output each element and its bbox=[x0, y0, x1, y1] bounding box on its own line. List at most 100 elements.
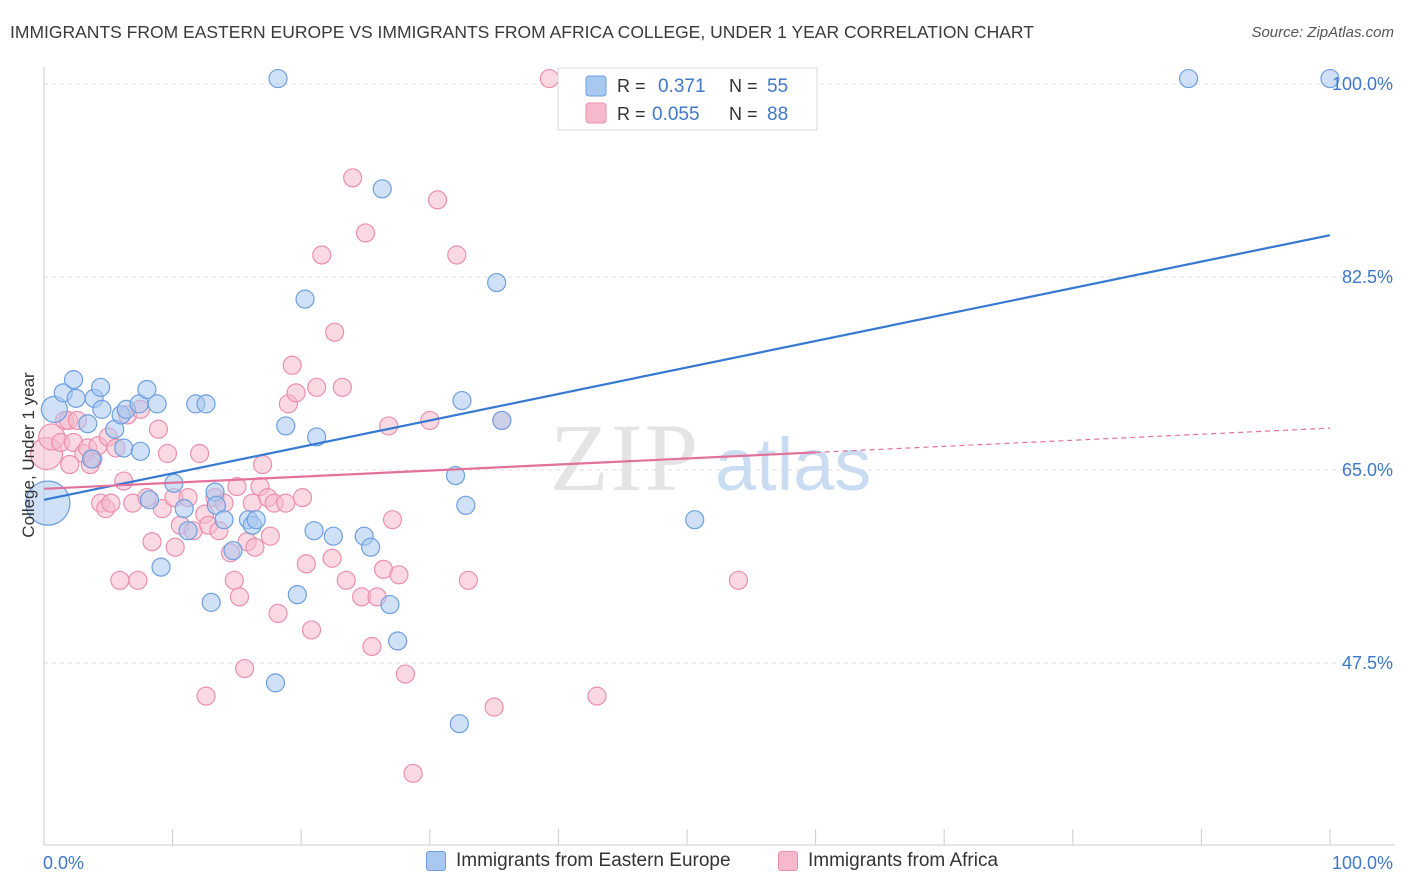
point-eastern-europe bbox=[361, 537, 381, 557]
point-eastern-europe bbox=[685, 510, 705, 530]
point-eastern-europe bbox=[139, 490, 160, 510]
point-africa bbox=[312, 245, 332, 265]
point-africa bbox=[379, 416, 399, 436]
series-eastern-europe-points bbox=[25, 68, 1340, 734]
point-africa bbox=[235, 658, 255, 679]
point-africa bbox=[224, 570, 244, 590]
legend-swatch-pink bbox=[778, 851, 798, 871]
point-eastern-europe bbox=[63, 370, 84, 390]
point-africa bbox=[301, 620, 322, 640]
stats-r-label-blue: R = bbox=[617, 76, 646, 96]
point-africa bbox=[157, 443, 178, 464]
watermark: ZIP atlas bbox=[550, 404, 871, 511]
point-eastern-europe bbox=[130, 441, 151, 461]
point-eastern-europe bbox=[276, 416, 296, 436]
point-eastern-europe bbox=[323, 526, 343, 546]
point-eastern-europe bbox=[178, 521, 198, 541]
y-tick-label: 82.5% bbox=[1342, 267, 1393, 287]
point-eastern-europe bbox=[1320, 68, 1340, 89]
point-eastern-europe bbox=[90, 377, 111, 397]
stats-n-label-pink: N = bbox=[729, 104, 758, 124]
point-africa bbox=[60, 454, 80, 475]
point-africa bbox=[325, 322, 345, 342]
point-eastern-europe bbox=[449, 714, 469, 734]
trend-lines bbox=[43, 234, 1331, 501]
point-eastern-europe bbox=[295, 289, 315, 309]
stats-n-value-pink: 88 bbox=[767, 104, 788, 125]
point-eastern-europe bbox=[201, 592, 221, 612]
point-eastern-europe bbox=[265, 673, 286, 693]
stats-legend-swatch-pink bbox=[585, 102, 607, 124]
point-africa bbox=[286, 383, 306, 403]
point-eastern-europe bbox=[372, 179, 392, 199]
point-africa bbox=[484, 697, 504, 717]
legend-item-africa: Immigrants from Africa bbox=[778, 850, 998, 872]
point-africa bbox=[229, 587, 250, 607]
x-tick-labels: 0.0% 100.0% bbox=[43, 853, 1393, 873]
point-africa bbox=[128, 570, 148, 590]
point-africa bbox=[427, 190, 448, 210]
point-eastern-europe bbox=[92, 399, 112, 419]
source-credit: Source: ZipAtlas.com bbox=[1251, 24, 1394, 41]
point-africa bbox=[355, 223, 376, 243]
gridlines bbox=[44, 83, 1395, 664]
point-africa bbox=[539, 68, 559, 89]
point-africa bbox=[190, 443, 210, 464]
point-africa bbox=[728, 570, 749, 590]
x-tick-label-min: 0.0% bbox=[43, 853, 84, 873]
point-africa bbox=[343, 168, 363, 188]
point-eastern-europe bbox=[445, 465, 466, 486]
point-eastern-europe bbox=[1178, 68, 1199, 89]
point-eastern-europe bbox=[137, 379, 157, 400]
y-tick-label: 65.0% bbox=[1342, 460, 1393, 480]
point-eastern-europe bbox=[151, 557, 171, 577]
point-eastern-europe bbox=[81, 449, 102, 469]
point-africa bbox=[268, 603, 288, 624]
point-africa bbox=[165, 537, 185, 557]
point-eastern-europe bbox=[147, 394, 167, 414]
legend-label-africa: Immigrants from Africa bbox=[808, 850, 999, 871]
legend-swatch-blue bbox=[426, 851, 446, 871]
point-africa bbox=[336, 570, 356, 590]
legend-label-eastern-europe: Immigrants from Eastern Europe bbox=[456, 850, 731, 871]
point-africa bbox=[296, 554, 316, 574]
point-eastern-europe bbox=[452, 390, 472, 411]
y-tick-label: 47.5% bbox=[1342, 653, 1393, 673]
point-africa bbox=[292, 488, 313, 508]
stats-legend-swatch-blue bbox=[585, 75, 607, 97]
point-africa bbox=[332, 377, 352, 397]
point-africa bbox=[307, 377, 327, 397]
point-africa bbox=[142, 532, 162, 552]
point-eastern-europe bbox=[456, 495, 476, 515]
point-africa bbox=[395, 664, 415, 684]
point-eastern-europe bbox=[214, 510, 234, 530]
point-eastern-europe bbox=[40, 395, 68, 423]
point-africa bbox=[282, 355, 302, 375]
point-africa bbox=[362, 636, 382, 657]
stats-r-value-pink: 0.055 bbox=[652, 104, 700, 125]
point-eastern-europe bbox=[487, 272, 507, 293]
legend-item-eastern-europe: Immigrants from Eastern Europe bbox=[426, 850, 731, 872]
point-eastern-europe bbox=[380, 594, 400, 615]
point-eastern-europe bbox=[307, 427, 327, 447]
point-eastern-europe bbox=[388, 631, 408, 651]
chart-title: IMMIGRANTS FROM EASTERN EUROPE VS IMMIGR… bbox=[10, 22, 1034, 42]
point-africa bbox=[110, 570, 130, 590]
stats-r-value-blue: 0.371 bbox=[658, 76, 706, 97]
trend-line-africa bbox=[43, 451, 816, 490]
point-africa bbox=[245, 537, 265, 557]
point-eastern-europe bbox=[174, 499, 194, 519]
point-africa bbox=[148, 419, 169, 439]
point-africa bbox=[322, 548, 342, 568]
trend-line-africa-extension bbox=[815, 427, 1331, 453]
series-legend: Immigrants from Eastern Europe Immigrant… bbox=[0, 850, 1406, 880]
watermark-atlas: atlas bbox=[715, 423, 871, 506]
point-eastern-europe bbox=[304, 521, 324, 541]
point-africa bbox=[389, 565, 409, 585]
y-axis-label: College, Under 1 year bbox=[19, 372, 38, 538]
point-africa bbox=[587, 686, 607, 706]
stats-legend: R = 0.371 N = 55 R = 0.055 N = 88 bbox=[557, 67, 818, 131]
point-eastern-europe bbox=[287, 585, 307, 605]
point-africa bbox=[253, 454, 273, 475]
